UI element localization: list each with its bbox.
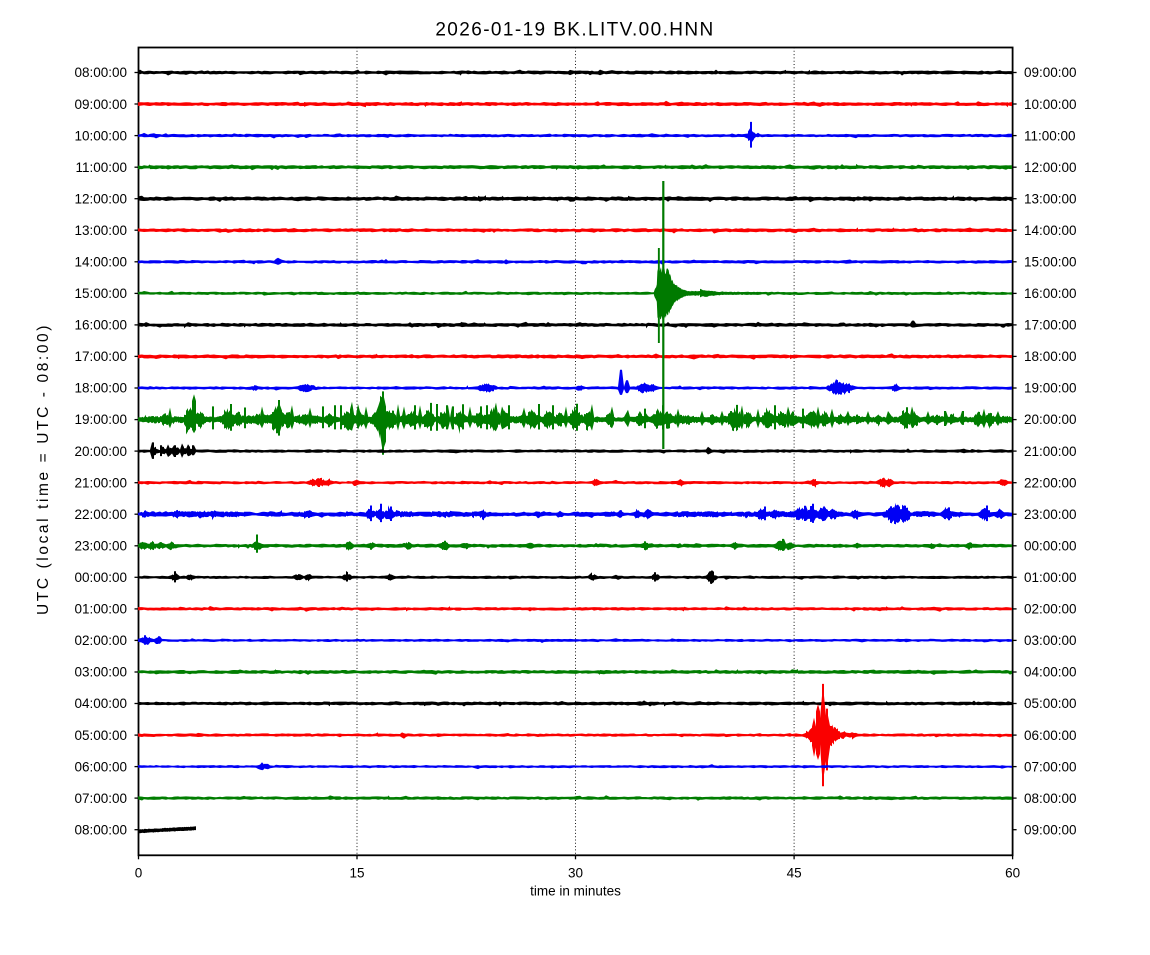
svg-text:30: 30: [568, 866, 583, 881]
svg-text:14:00:00: 14:00:00: [1024, 223, 1077, 238]
svg-text:20:00:00: 20:00:00: [74, 444, 127, 459]
svg-text:07:00:00: 07:00:00: [74, 791, 127, 806]
svg-text:08:00:00: 08:00:00: [74, 65, 127, 80]
svg-text:03:00:00: 03:00:00: [74, 665, 127, 680]
svg-text:2026-01-19 BK.LITV.00.HNN: 2026-01-19 BK.LITV.00.HNN: [435, 20, 714, 41]
svg-text:01:00:00: 01:00:00: [1024, 570, 1077, 585]
svg-text:03:00:00: 03:00:00: [1024, 633, 1077, 648]
svg-text:09:00:00: 09:00:00: [1024, 65, 1077, 80]
svg-text:10:00:00: 10:00:00: [1024, 97, 1077, 112]
svg-text:20:00:00: 20:00:00: [1024, 412, 1077, 427]
svg-text:15: 15: [349, 866, 364, 881]
svg-text:16:00:00: 16:00:00: [74, 318, 127, 333]
svg-text:01:00:00: 01:00:00: [74, 602, 127, 617]
svg-text:18:00:00: 18:00:00: [74, 381, 127, 396]
svg-text:04:00:00: 04:00:00: [1024, 665, 1077, 680]
svg-text:18:00:00: 18:00:00: [1024, 349, 1077, 364]
svg-text:UTC (local time = UTC - 08:00): UTC (local time = UTC - 08:00): [35, 323, 52, 615]
svg-text:12:00:00: 12:00:00: [74, 191, 127, 206]
svg-text:00:00:00: 00:00:00: [74, 570, 127, 585]
svg-text:23:00:00: 23:00:00: [74, 539, 127, 554]
svg-text:21:00:00: 21:00:00: [1024, 444, 1077, 459]
svg-text:10:00:00: 10:00:00: [74, 128, 127, 143]
svg-text:02:00:00: 02:00:00: [74, 633, 127, 648]
svg-text:09:00:00: 09:00:00: [1024, 822, 1077, 837]
svg-text:11:00:00: 11:00:00: [1024, 128, 1076, 143]
svg-text:60: 60: [1005, 866, 1020, 881]
svg-text:45: 45: [787, 866, 802, 881]
svg-text:02:00:00: 02:00:00: [1024, 602, 1077, 617]
svg-text:15:00:00: 15:00:00: [74, 286, 127, 301]
svg-text:22:00:00: 22:00:00: [74, 507, 127, 522]
svg-text:17:00:00: 17:00:00: [1024, 318, 1077, 333]
svg-text:0: 0: [135, 866, 143, 881]
svg-text:15:00:00: 15:00:00: [1024, 255, 1077, 270]
svg-text:05:00:00: 05:00:00: [74, 728, 127, 743]
svg-text:06:00:00: 06:00:00: [74, 759, 127, 774]
svg-text:17:00:00: 17:00:00: [74, 349, 127, 364]
svg-text:23:00:00: 23:00:00: [1024, 507, 1077, 522]
svg-text:13:00:00: 13:00:00: [1024, 191, 1077, 206]
svg-text:12:00:00: 12:00:00: [1024, 160, 1077, 175]
svg-text:00:00:00: 00:00:00: [1024, 539, 1077, 554]
svg-text:08:00:00: 08:00:00: [1024, 791, 1077, 806]
svg-text:07:00:00: 07:00:00: [1024, 759, 1077, 774]
svg-text:time in minutes: time in minutes: [530, 884, 621, 899]
svg-text:19:00:00: 19:00:00: [1024, 381, 1077, 396]
svg-text:16:00:00: 16:00:00: [1024, 286, 1077, 301]
svg-text:06:00:00: 06:00:00: [1024, 728, 1077, 743]
svg-text:09:00:00: 09:00:00: [74, 97, 127, 112]
svg-text:04:00:00: 04:00:00: [74, 696, 127, 711]
svg-text:21:00:00: 21:00:00: [74, 475, 127, 490]
svg-text:11:00:00: 11:00:00: [75, 160, 127, 175]
svg-text:14:00:00: 14:00:00: [74, 255, 127, 270]
svg-text:08:00:00: 08:00:00: [74, 822, 127, 837]
svg-text:05:00:00: 05:00:00: [1024, 696, 1077, 711]
svg-text:13:00:00: 13:00:00: [74, 223, 127, 238]
svg-text:22:00:00: 22:00:00: [1024, 475, 1077, 490]
svg-text:19:00:00: 19:00:00: [74, 412, 127, 427]
